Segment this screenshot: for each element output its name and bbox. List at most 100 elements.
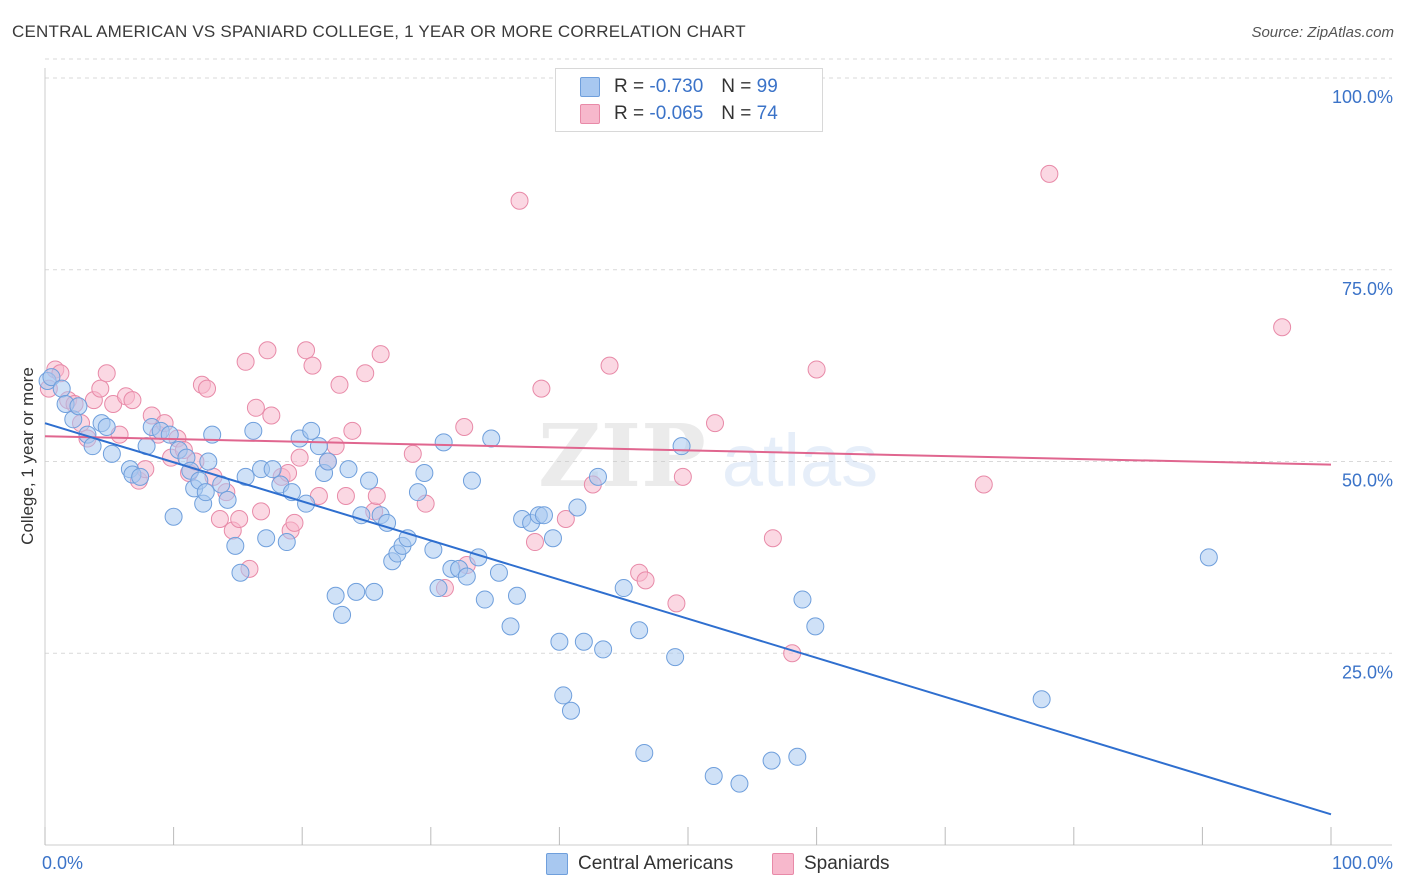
- central-american-point: [462, 471, 481, 490]
- spaniard-point: [1040, 164, 1059, 183]
- central-american-point: [614, 579, 633, 598]
- central-american-point: [788, 747, 807, 766]
- bottom-legend-spaniard: Spaniards: [772, 852, 890, 876]
- y-tick-label: 100.0%: [1332, 87, 1393, 107]
- x-tick-label-max: 100.0%: [1332, 853, 1393, 873]
- spaniard-point: [403, 444, 422, 463]
- central-american-point: [704, 766, 723, 785]
- legend-n-label: N =: [721, 76, 752, 97]
- x-tick-label-min: 0.0%: [42, 853, 83, 873]
- central-american-point: [415, 464, 434, 483]
- legend-r-label: R =: [614, 76, 645, 97]
- correlation-legend: R = -0.730 N = 99 R = -0.065 N = 74: [555, 68, 823, 132]
- central-american-point: [588, 467, 607, 486]
- spaniard-point: [367, 487, 386, 506]
- central-american-point: [543, 529, 562, 548]
- central-american-point: [97, 417, 116, 436]
- central-american-point: [489, 563, 508, 582]
- central-american-point: [360, 471, 379, 490]
- spaniard-n-value: 74: [756, 103, 778, 124]
- spaniard-point: [600, 356, 619, 375]
- spaniard-point: [252, 502, 271, 521]
- central-american-point: [793, 590, 812, 609]
- source-label: Source: ZipAtlas.com: [1251, 24, 1394, 41]
- spaniard-point: [455, 417, 474, 436]
- spaniard-point: [556, 510, 575, 529]
- central-american-point: [164, 507, 183, 526]
- spaniard-point: [974, 475, 993, 494]
- central-american-point: [244, 421, 263, 440]
- central-american-point: [52, 379, 71, 398]
- central-american-point: [231, 563, 250, 582]
- central-american-point: [672, 437, 691, 456]
- central-american-point: [561, 701, 580, 720]
- central-american-point: [554, 686, 573, 705]
- central-swatch: [580, 77, 600, 97]
- spaniard-point: [230, 510, 249, 529]
- central-american-point: [102, 444, 121, 463]
- axes: [44, 68, 1392, 846]
- spaniard-point: [673, 467, 692, 486]
- central-american-point: [347, 582, 366, 601]
- spaniard-point: [336, 487, 355, 506]
- central-american-trend-line: [44, 422, 1332, 816]
- central-american-point: [352, 506, 371, 525]
- central-legend-label: Central Americans: [578, 853, 734, 874]
- central-american-point: [378, 513, 397, 532]
- legend-n-label: N =: [721, 103, 752, 124]
- bottom-legend-central: Central Americans: [546, 852, 733, 876]
- central-american-point: [218, 490, 237, 509]
- watermark-atlas: atlas: [722, 419, 878, 502]
- central-american-point: [333, 605, 352, 624]
- spaniard-point: [97, 364, 116, 383]
- central-american-point: [131, 467, 150, 486]
- central-american-point: [635, 743, 654, 762]
- spaniard-point: [807, 360, 826, 379]
- central-american-point: [507, 586, 526, 605]
- watermark: ZIP atlas: [538, 406, 878, 507]
- central-n-value: 99: [756, 76, 778, 97]
- x-tick-labels: 0.0% 100.0%: [42, 853, 1393, 873]
- spaniard-point: [356, 364, 375, 383]
- spaniard-point: [91, 379, 110, 398]
- spaniard-point: [532, 379, 551, 398]
- central-american-point: [429, 579, 448, 598]
- chart-title: CENTRAL AMERICAN VS SPANIARD COLLEGE, 1 …: [12, 22, 746, 41]
- central-american-point: [434, 433, 453, 452]
- central-american-point: [69, 397, 88, 416]
- central-american-point: [365, 582, 384, 601]
- y-tick-labels: 25.0% 50.0% 75.0% 100.0%: [1332, 87, 1393, 682]
- spaniard-legend-swatch: [772, 853, 794, 875]
- central-legend-swatch: [546, 853, 568, 875]
- central-american-point: [42, 368, 61, 387]
- central-american-point: [550, 632, 569, 651]
- spaniard-legend-label: Spaniards: [804, 853, 890, 874]
- central-american-point: [806, 617, 825, 636]
- spaniard-point: [246, 398, 265, 417]
- spaniard-point: [706, 414, 725, 433]
- central-american-point: [326, 586, 345, 605]
- central-american-point: [501, 617, 520, 636]
- central-american-point: [1032, 690, 1051, 709]
- spaniard-point: [285, 513, 304, 532]
- spaniard-point: [262, 406, 281, 425]
- central-american-point: [196, 483, 215, 502]
- central-american-point: [302, 421, 321, 440]
- spaniard-point: [290, 448, 309, 467]
- spaniard-point: [326, 437, 345, 456]
- central-american-point: [318, 452, 337, 471]
- legend-row-spaniard: R = -0.065 N = 74: [580, 102, 778, 126]
- spaniard-point: [636, 571, 655, 590]
- spaniard-point: [303, 356, 322, 375]
- legend-r-label: R =: [614, 103, 645, 124]
- spaniard-point: [297, 341, 316, 360]
- central-american-point: [309, 437, 328, 456]
- spaniard-swatch: [580, 104, 600, 124]
- central-american-point: [534, 506, 553, 525]
- central-american-point: [457, 567, 476, 586]
- spaniard-point: [258, 341, 277, 360]
- central-american-point: [666, 648, 685, 667]
- central-american-point: [263, 460, 282, 479]
- spaniard-point: [525, 533, 544, 552]
- central-american-point: [482, 429, 501, 448]
